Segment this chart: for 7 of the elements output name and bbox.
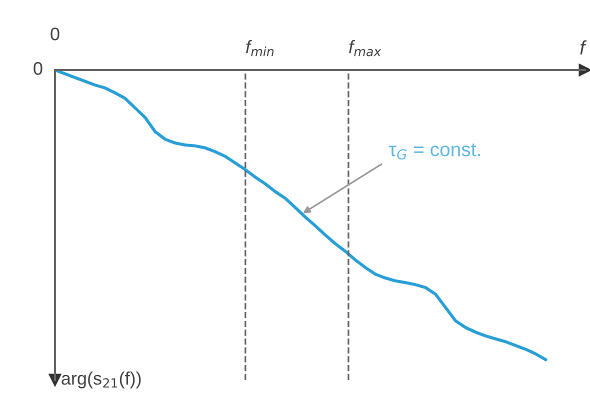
annotation: τ$_{G}$ = const. (388, 144, 480, 160)
text: 0 (50, 28, 60, 40)
text: arg(s$_{21}$(f)) (62, 372, 141, 388)
text: 0 (34, 62, 42, 75)
text: f$_{max}$ (349, 40, 382, 56)
x-axis-title: f (580, 40, 587, 54)
text: f$_{min}$ (246, 40, 274, 56)
